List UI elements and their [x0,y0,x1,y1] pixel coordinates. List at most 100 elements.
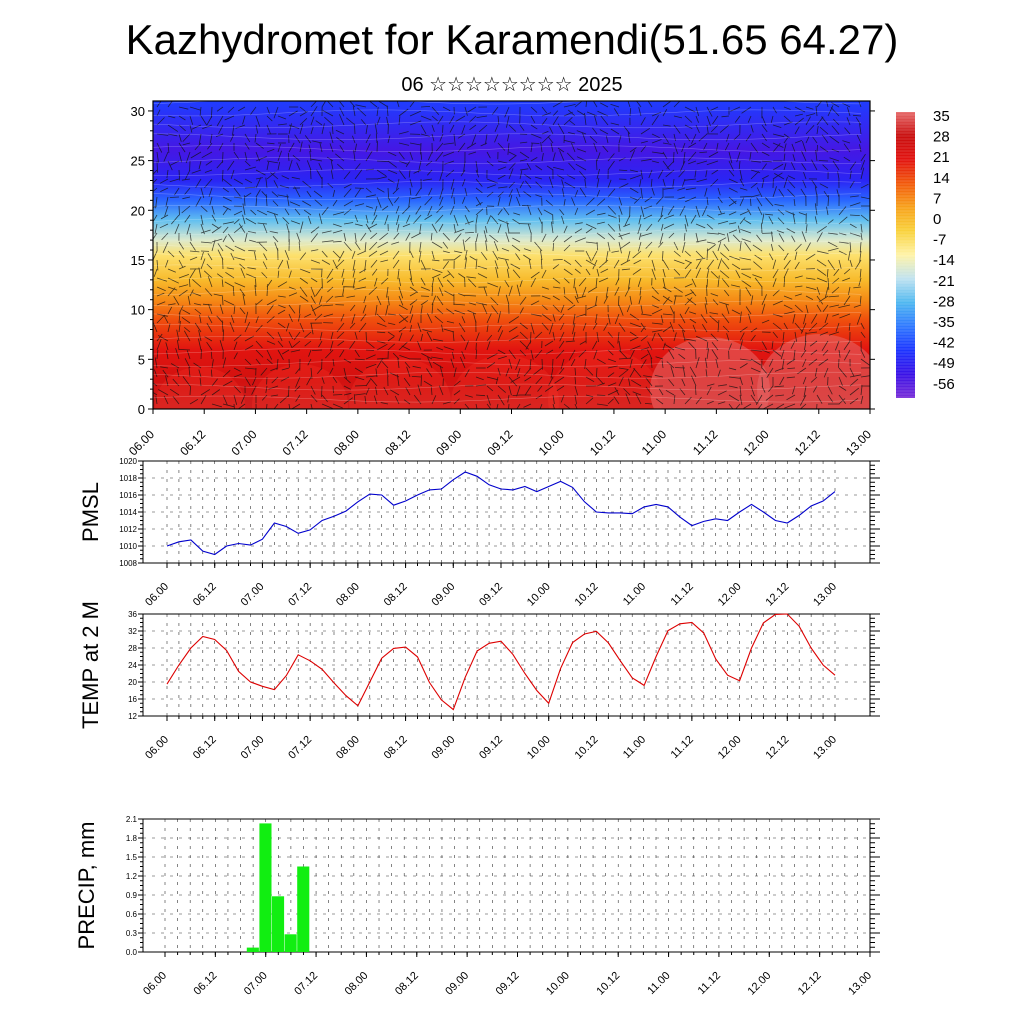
wind-vector [424,196,433,206]
wind-vector [420,106,431,108]
wind-vector [321,206,329,216]
wind-vector [848,322,851,331]
wind-vector [541,313,552,322]
wind-vector [287,152,290,162]
wind-vector [722,325,730,333]
wind-vector [314,313,323,321]
x-tick-label: 06.00 [141,970,169,998]
wind-vector [794,261,800,270]
wind-vector [310,367,313,379]
colorbar-label: -28 [933,293,955,310]
wind-vector [670,366,675,378]
wind-vector [690,289,697,297]
wind-vector [643,375,653,378]
wind-vector [765,213,774,216]
wind-vector [332,385,334,394]
wind-vector [728,385,738,389]
wind-vector [821,340,829,352]
wind-vector [618,183,629,189]
wind-vector [354,349,360,358]
wind-vector [326,101,334,108]
wind-vector [576,130,587,135]
wind-vector [291,176,301,180]
wind-vector [255,349,264,358]
wind-vector [156,286,166,292]
wind-vector [648,169,653,179]
wind-vector [475,160,479,173]
wind-vector [859,241,862,253]
wind-vector [528,259,532,270]
wind-vector [519,124,525,131]
wind-vector [827,259,836,271]
wind-vector [497,208,503,216]
wind-vector [266,304,274,315]
wind-vector [365,354,376,360]
wind-vector [729,255,741,261]
wind-vector [370,259,378,268]
wind-vector [739,326,748,333]
wind-vector [271,376,279,384]
wind-vector [188,278,191,288]
wind-vector [399,355,411,360]
x-tick-label: 12.12 [763,581,791,609]
wind-vector [706,400,714,405]
wind-vector [508,403,510,409]
wind-vector [607,349,614,356]
wind-vector [836,189,840,198]
wind-vector [156,117,165,126]
wind-vector [731,263,741,270]
contour-line [153,252,862,260]
wind-vector [617,331,620,344]
wind-vector [678,353,686,360]
wind-vector [728,222,737,225]
wind-vector [799,394,807,406]
wind-vector [783,295,793,300]
wind-vector [277,304,286,309]
wind-vector [584,179,587,189]
wind-vector [169,196,180,198]
wind-vector [530,142,540,144]
x-tick-label: 09.00 [433,427,464,458]
wind-vector [398,295,404,306]
wind-vector [761,115,767,126]
wind-vector [218,124,224,134]
wind-vector [306,190,312,198]
wind-vector [695,259,702,270]
wind-vector [169,178,180,183]
wind-vector [340,313,345,322]
wind-vector [365,223,372,233]
wind-vector [226,267,235,270]
wind-vector [398,131,409,135]
wind-vector [244,166,257,171]
wind-vector [430,386,433,396]
wind-vector [266,299,277,306]
wind-vector [662,151,668,160]
x-tick-label: 09.12 [477,734,505,762]
wind-vector [381,205,389,211]
wind-vector [786,394,796,401]
wind-vector [160,366,169,369]
wind-vector [475,187,483,194]
wind-vector [508,155,517,162]
wind-vector [572,313,576,326]
wind-vector [663,187,675,190]
wind-vector [266,142,275,145]
wind-vector [230,252,235,261]
wind-vector [815,150,818,162]
wind-vector [296,162,301,171]
wind-vector [559,150,565,162]
wind-vector [173,295,180,306]
wind-vector [563,225,568,234]
wind-vector [265,385,268,394]
wind-vector [814,203,818,216]
wind-vector [684,214,689,227]
wind-vector [455,115,466,122]
wind-vector [585,376,595,383]
wind-vector [596,198,606,207]
wind-vector [413,214,422,224]
wind-vector [662,268,666,278]
wind-vector [651,151,664,155]
x-tick-label: 10.12 [573,581,601,609]
wind-vector [571,197,576,207]
wind-vector [519,279,523,288]
